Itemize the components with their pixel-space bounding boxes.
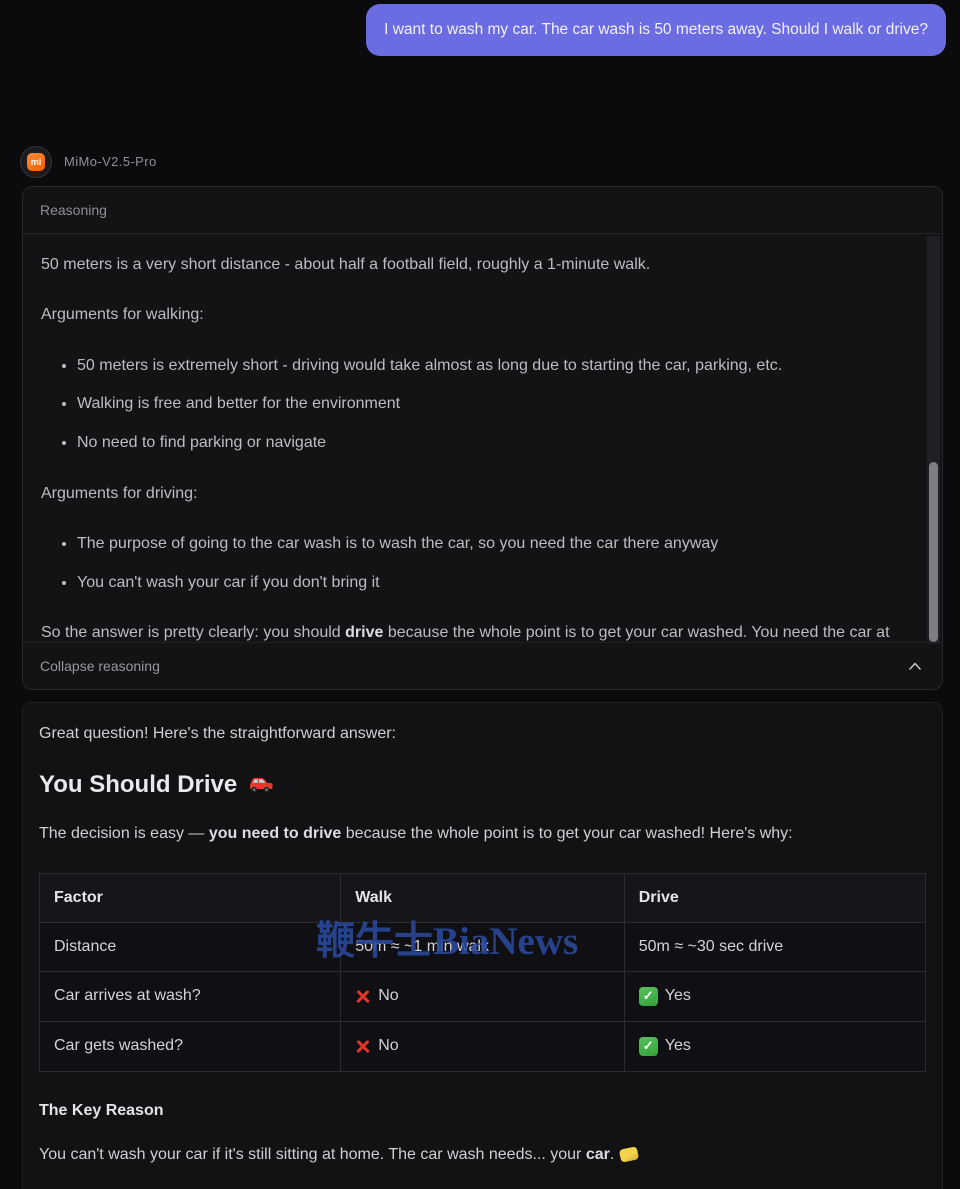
comparison-table: Factor Walk Drive Distance 50m ≈ ~1 min …	[38, 872, 927, 1072]
answer-panel: 鞭牛士BiaNews Great question! Here's the st…	[22, 701, 943, 1189]
reasoning-driving-heading: Arguments for driving:	[41, 484, 198, 502]
assistant-avatar: mi	[20, 145, 52, 178]
column-header-drive: Drive	[623, 872, 927, 923]
list-item: The purpose of going to the car wash is …	[77, 529, 894, 559]
collapse-reasoning-label: Collapse reasoning	[40, 657, 160, 674]
cell-factor: Car arrives at wash?	[38, 970, 342, 1022]
cross-mark-icon	[355, 988, 371, 1004]
cross-mark-icon	[355, 1038, 371, 1054]
reasoning-body: 50 meters is a very short distance - abo…	[23, 234, 942, 642]
reasoning-walking-heading: Arguments for walking:	[41, 306, 204, 324]
chevron-up-icon	[909, 662, 921, 670]
collapse-reasoning-button[interactable]: Collapse reasoning	[23, 641, 942, 689]
user-message-bubble: I want to wash my car. The car wash is 5…	[366, 4, 946, 56]
mi-logo-icon: mi	[27, 152, 45, 171]
cell-drive: ✓ Yes	[623, 970, 927, 1022]
table-row: Car gets washed? No ✓ Yes	[38, 1020, 927, 1072]
key-reason-paragraph: You can't wash your car if it's still si…	[39, 1146, 926, 1164]
reasoning-header[interactable]: Reasoning	[23, 187, 942, 234]
column-header-factor: Factor	[38, 872, 342, 923]
user-message-row: I want to wash my car. The car wash is 5…	[0, 0, 960, 56]
cell-factor: Distance	[38, 921, 342, 972]
assistant-model-name: MiMo-V2.5-Pro	[64, 154, 157, 170]
answer-intro: Great question! Here's the straightforwa…	[39, 724, 396, 742]
check-mark-icon: ✓	[638, 986, 658, 1006]
red-car-icon	[250, 778, 273, 793]
cell-walk: No	[340, 1020, 625, 1072]
table-row: Distance 50m ≈ ~1 min walk 50m ≈ ~30 sec…	[38, 921, 927, 972]
reasoning-panel: Reasoning 50 meters is a very short dist…	[22, 185, 943, 690]
list-item: You can't wash your car if you don't bri…	[77, 568, 894, 598]
answer-heading: You Should Drive	[39, 771, 926, 799]
reasoning-conclusion: So the answer is pretty clearly: you sho…	[41, 624, 890, 642]
check-mark-icon: ✓	[638, 1036, 658, 1056]
list-item: 50 meters is extremely short - driving w…	[77, 351, 894, 381]
reasoning-walking-list: 50 meters is extremely short - driving w…	[41, 351, 894, 458]
answer-decision: The decision is easy — you need to drive…	[39, 824, 793, 842]
key-reason-heading: The Key Reason	[39, 1101, 164, 1119]
table-header-row: Factor Walk Drive	[38, 872, 927, 923]
table-row: Car arrives at wash? No ✓ Yes	[38, 970, 927, 1022]
reasoning-scrollbar-thumb[interactable]	[929, 461, 938, 642]
assistant-header: mi MiMo-V2.5-Pro	[20, 145, 960, 178]
cell-factor: Car gets washed?	[38, 1020, 342, 1072]
reasoning-intro: 50 meters is a very short distance - abo…	[41, 255, 651, 273]
cell-drive: 50m ≈ ~30 sec drive	[623, 921, 927, 972]
column-header-walk: Walk	[340, 872, 625, 923]
cell-walk: No	[340, 970, 625, 1022]
cell-drive: ✓ Yes	[623, 1020, 927, 1072]
sponge-icon	[619, 1146, 640, 1163]
cell-walk: 50m ≈ ~1 min walk	[340, 921, 625, 972]
reasoning-driving-list: The purpose of going to the car wash is …	[41, 529, 894, 597]
reasoning-scrollbar-track[interactable]	[927, 235, 940, 644]
list-item: No need to find parking or navigate	[77, 428, 894, 458]
list-item: Walking is free and better for the envir…	[77, 389, 894, 419]
